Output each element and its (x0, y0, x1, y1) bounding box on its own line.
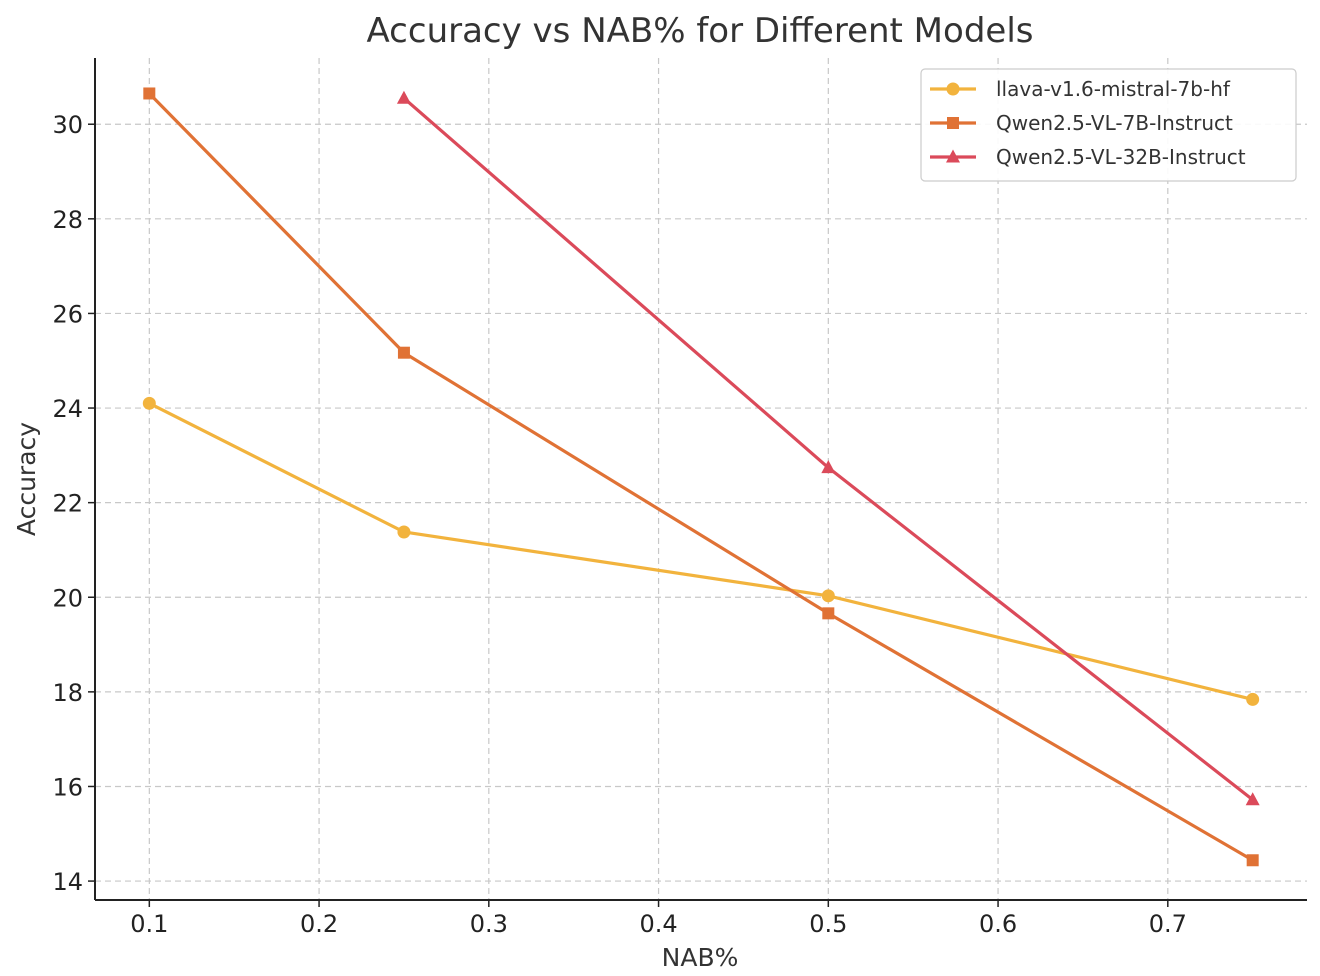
legend-item: Qwen2.5-VL-7B-Instruct (930, 111, 1233, 135)
series-line (148, 401, 1254, 701)
y-tick-label: 24 (52, 395, 83, 423)
data-point (397, 525, 411, 539)
y-tick-label: 20 (52, 584, 83, 612)
data-point (822, 607, 835, 620)
data-point (143, 87, 156, 100)
chart-title: Accuracy vs NAB% for Different Models (367, 11, 1034, 51)
data-point (397, 346, 410, 359)
x-tick-label: 0.3 (470, 910, 508, 938)
x-tick-label: 0.5 (809, 910, 847, 938)
data-point (396, 90, 411, 104)
data-point (1246, 692, 1260, 706)
legend-label: llava-v1.6-mistral-7b-hf (996, 77, 1231, 101)
x-tick-label: 0.4 (639, 910, 677, 938)
legend-label: Qwen2.5-VL-32B-Instruct (996, 145, 1246, 169)
y-tick-label: 16 (52, 773, 83, 801)
axes (94, 58, 1307, 901)
series-3 (396, 90, 1260, 806)
series-2 (143, 87, 1259, 867)
y-axis-label: Accuracy (12, 422, 41, 536)
y-tick-label: 22 (52, 490, 83, 518)
axis-ticks: 0.1 0.2 0.3 0.4 0.5 0.6 0.7 14 16 18 20 22 24 26 28 30 (52, 111, 1186, 938)
data-point (142, 396, 156, 410)
data-point (821, 460, 836, 474)
x-tick-label: 0.6 (979, 910, 1017, 938)
y-tick-label: 26 (52, 300, 83, 328)
x-tick-label: 0.1 (130, 910, 168, 938)
legend-label: Qwen2.5-VL-7B-Instruct (996, 111, 1233, 135)
legend-item: Qwen2.5-VL-32B-Instruct (930, 145, 1246, 169)
series-layer (142, 87, 1260, 867)
x-tick-label: 0.2 (300, 910, 338, 938)
legend-marker (946, 82, 960, 96)
y-tick-label: 18 (52, 679, 83, 707)
legend-marker (946, 149, 960, 163)
legend-item: llava-v1.6-mistral-7b-hf (930, 77, 1231, 101)
series-1 (142, 396, 1260, 706)
data-point (1245, 792, 1260, 806)
x-tick-label: 0.7 (1149, 910, 1187, 938)
data-point (1246, 854, 1259, 867)
y-tick-label: 30 (52, 111, 83, 139)
y-tick-label: 14 (52, 868, 83, 896)
x-axis-label: NAB% (662, 943, 739, 972)
series-line (148, 92, 1254, 862)
y-tick-label: 28 (52, 206, 83, 234)
data-point (821, 589, 835, 603)
legend-marker (947, 117, 959, 129)
grid-lines (95, 58, 1307, 900)
legend: llava-v1.6-mistral-7b-hf Qwen2.5-VL-7B-In… (920, 68, 1297, 182)
legend-box (920, 68, 1297, 182)
